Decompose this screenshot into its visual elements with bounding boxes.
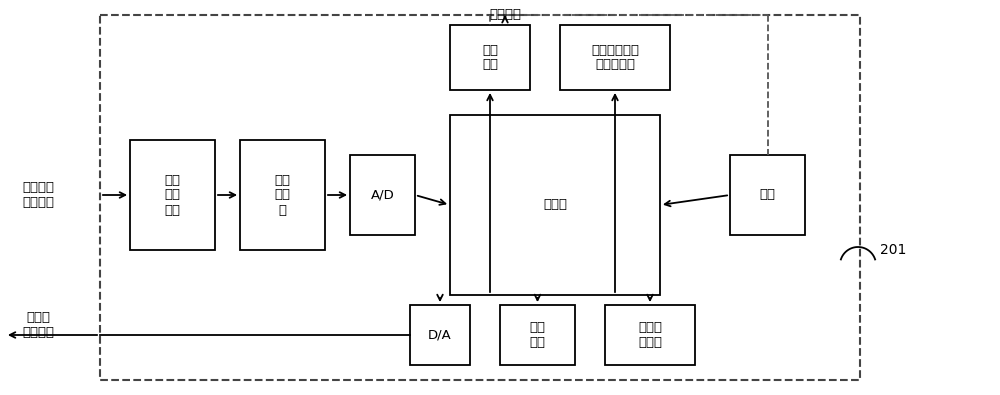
Text: 显示
电路: 显示 电路 (482, 43, 498, 71)
Bar (350, 155, 415, 235)
Text: D/A: D/A (428, 329, 452, 342)
Text: 信号
输入
电路: 信号 输入 电路 (164, 173, 180, 216)
Text: A/D: A/D (371, 188, 394, 201)
Bar (130, 140, 215, 250)
Bar (450, 115, 660, 295)
Text: 201: 201 (880, 243, 906, 257)
Text: 报警
电路: 报警 电路 (530, 321, 546, 349)
Bar (100, 15, 860, 380)
Text: 加速度传
感器信号: 加速度传 感器信号 (22, 181, 54, 209)
Bar (560, 25, 670, 90)
Bar (240, 140, 325, 250)
Bar (410, 305, 470, 365)
Text: 电荷
放大
器: 电荷 放大 器 (274, 173, 290, 216)
Text: 单片机: 单片机 (543, 199, 567, 211)
Bar (730, 155, 805, 235)
Text: 至显示器: 至显示器 (489, 8, 521, 21)
Bar (500, 305, 575, 365)
Text: 至微型
直流电机: 至微型 直流电机 (22, 311, 54, 339)
Bar (605, 305, 695, 365)
Bar (450, 25, 530, 90)
Text: 电源: 电源 (760, 188, 776, 201)
Text: 大功率可调电
压输出模块: 大功率可调电 压输出模块 (591, 43, 639, 71)
Text: 串口通
信模块: 串口通 信模块 (638, 321, 662, 349)
